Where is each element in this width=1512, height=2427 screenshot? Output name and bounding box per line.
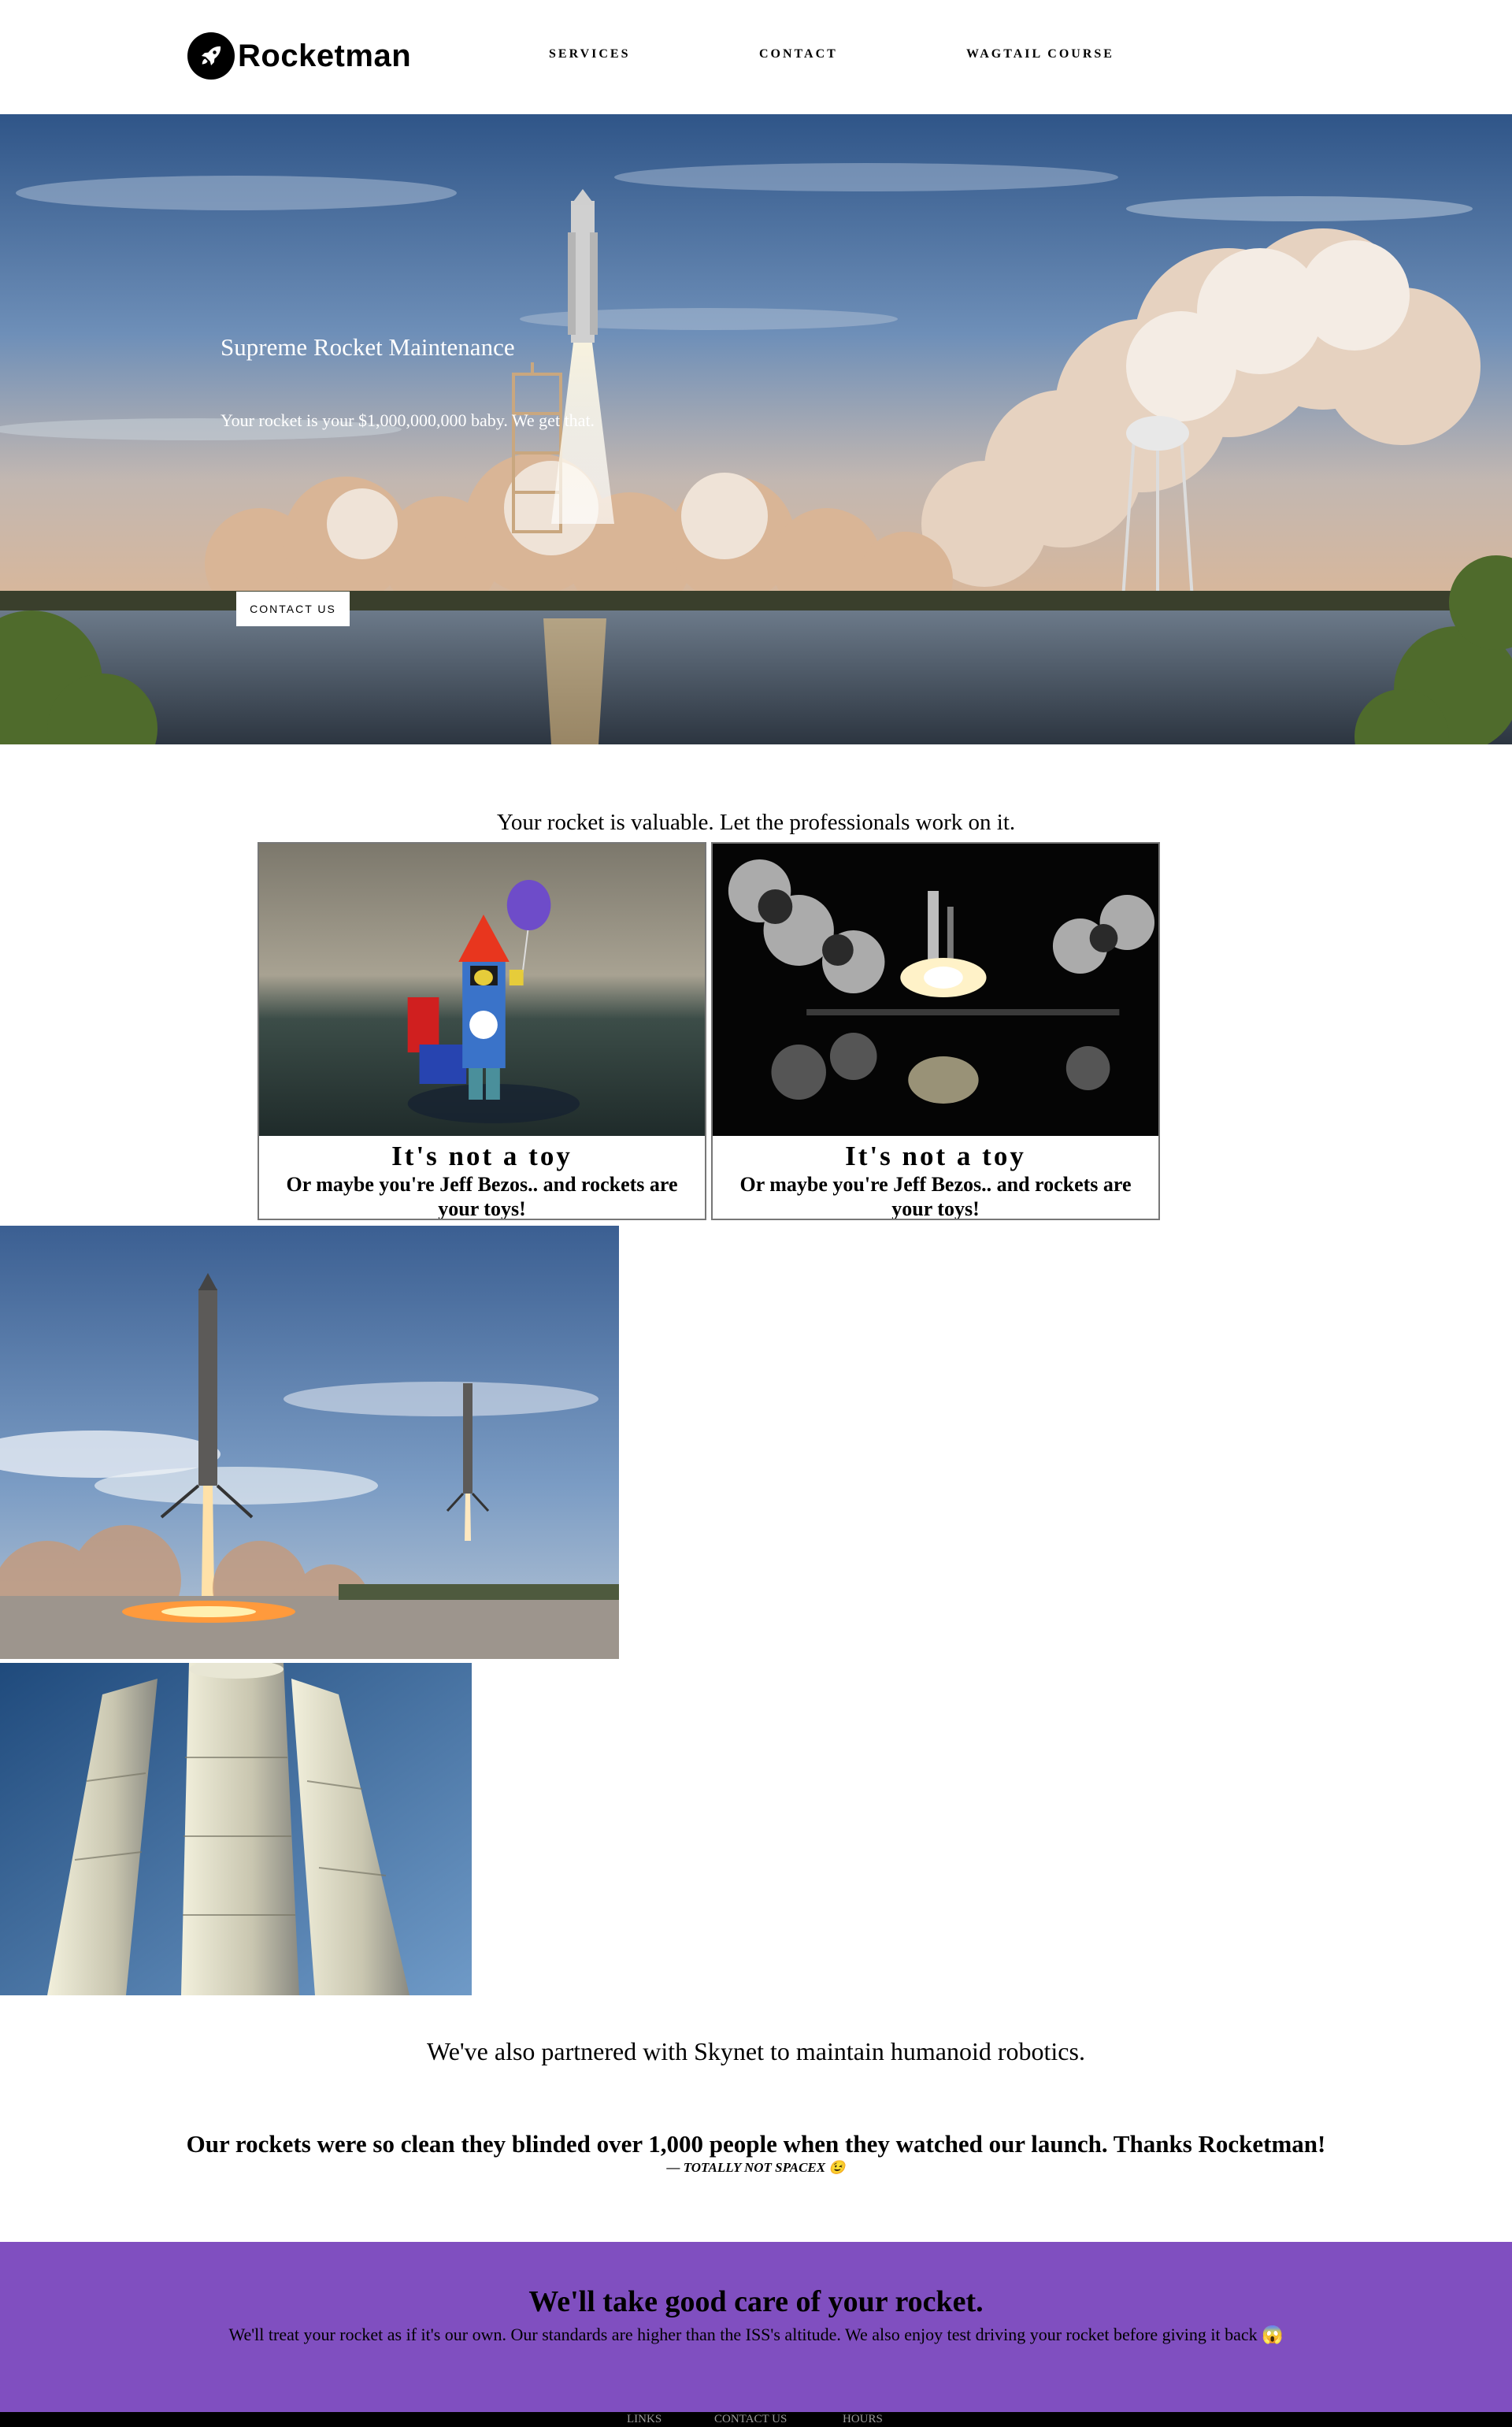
site-header: Rocketman SERVICES CONTACT WAGTAIL COURS… — [0, 0, 1512, 114]
intro-text: Your rocket is valuable. Let the profess… — [496, 810, 1016, 835]
cta-section: We'll take good care of your rocket. We'… — [0, 2242, 1512, 2412]
hero-subtitle: Your rocket is your $1,000,000,000 baby.… — [220, 410, 595, 430]
rocket-boosters-image — [0, 1663, 472, 1995]
hero-banner: Supreme Rocket Maintenance Your rocket i… — [0, 114, 1512, 744]
card-text: Or maybe you're Jeff Bezos.. and rockets… — [739, 1173, 1132, 1220]
card-title: It's not a toy — [391, 1141, 573, 1171]
feature-card: It's not a toy Or maybe you're Jeff Bezo… — [258, 842, 706, 1220]
testimonial-cite: — TOTALLY NOT SPACEX 😉 — [666, 2160, 846, 2175]
feature-card: It's not a toy Or maybe you're Jeff Bezo… — [711, 842, 1160, 1220]
cta-title: We'll take good care of your rocket. — [528, 2285, 984, 2318]
footer-link-links[interactable]: LINKS — [627, 2413, 662, 2425]
rocket-icon — [187, 32, 235, 80]
booster-landing-image — [0, 1226, 619, 1659]
cta-text: We'll treat your rocket as if it's our o… — [228, 2325, 1284, 2344]
site-footer: LINKS CONTACT US HOURS — [0, 2412, 1512, 2427]
hero-launch-image — [0, 114, 1512, 744]
contact-us-button[interactable]: CONTACT US — [236, 592, 350, 626]
night-launch-image — [713, 844, 1158, 1136]
testimonial-quote: Our rockets were so clean they blinded o… — [186, 2130, 1326, 2158]
footer-link-hours[interactable]: HOURS — [843, 2413, 883, 2425]
nav-wagtail-course[interactable]: WAGTAIL COURSE — [966, 47, 1114, 61]
card-title: It's not a toy — [845, 1141, 1026, 1171]
partner-text: We've also partnered with Skynet to main… — [427, 2037, 1085, 2065]
brand-name: Rocketman — [238, 38, 412, 73]
brand-logo[interactable]: Rocketman — [187, 32, 411, 80]
toy-rocket-image — [259, 844, 705, 1136]
nav-contact[interactable]: CONTACT — [759, 47, 838, 61]
footer-link-contact-us[interactable]: CONTACT US — [714, 2413, 788, 2425]
card-text: Or maybe you're Jeff Bezos.. and rockets… — [286, 1173, 678, 1220]
nav-services[interactable]: SERVICES — [549, 47, 631, 61]
hero-title: Supreme Rocket Maintenance — [220, 333, 515, 361]
